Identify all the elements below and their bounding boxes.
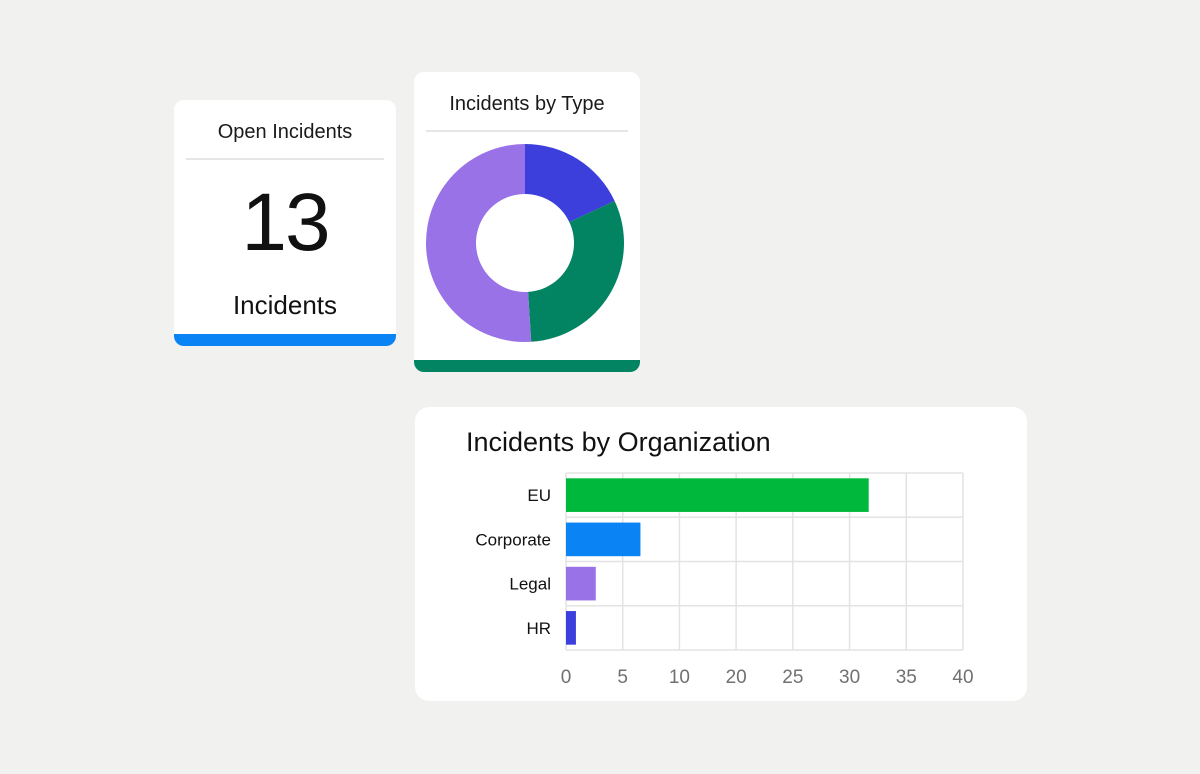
x-tick-label: 30 [839,667,860,688]
x-tick-label: 35 [896,667,917,688]
donut-accent-bar [414,360,640,372]
bar-chart: 0 5 10 20 25 30 35 40 EU Corporate Legal HR [475,472,974,688]
incidents-by-organization-title: Incidents by Organization [466,427,771,457]
donut-slice-0 [525,144,615,223]
category-label: Legal [509,575,551,594]
incidents-by-organization-card: 0 5 10 20 25 30 35 40 EU Corporate Legal HR Inciden… [415,407,1027,701]
bar-eu [566,478,869,512]
card-divider [186,158,384,160]
open-incidents-title: Open Incidents [217,121,353,143]
open-incidents-card: Open Incidents 13 Incidents [174,100,396,346]
category-label: Corporate [475,530,551,549]
x-tick-label: 20 [726,667,747,688]
x-tick-label: 10 [669,667,690,688]
x-tick-label: 0 [561,667,572,688]
donut-chart [425,144,624,342]
donut-slice-1 [528,200,624,342]
open-incidents-count: 13 [241,177,330,268]
bar-hr [566,611,576,645]
incidents-by-type-card: Incidents by Type [414,72,640,372]
x-tick-label: 25 [782,667,803,688]
category-label: EU [527,486,551,505]
kpi-accent-bar [174,334,396,346]
category-label: HR [526,619,551,638]
card-divider [426,130,628,132]
incidents-by-type-title: Incidents by Type [449,93,605,115]
bar-corporate [566,522,641,557]
bar-legal [566,566,596,601]
open-incidents-unit: Incidents [232,290,338,320]
x-tick-label: 5 [617,667,628,688]
x-tick-label: 40 [952,667,973,688]
donut-slice-2 [425,144,532,342]
